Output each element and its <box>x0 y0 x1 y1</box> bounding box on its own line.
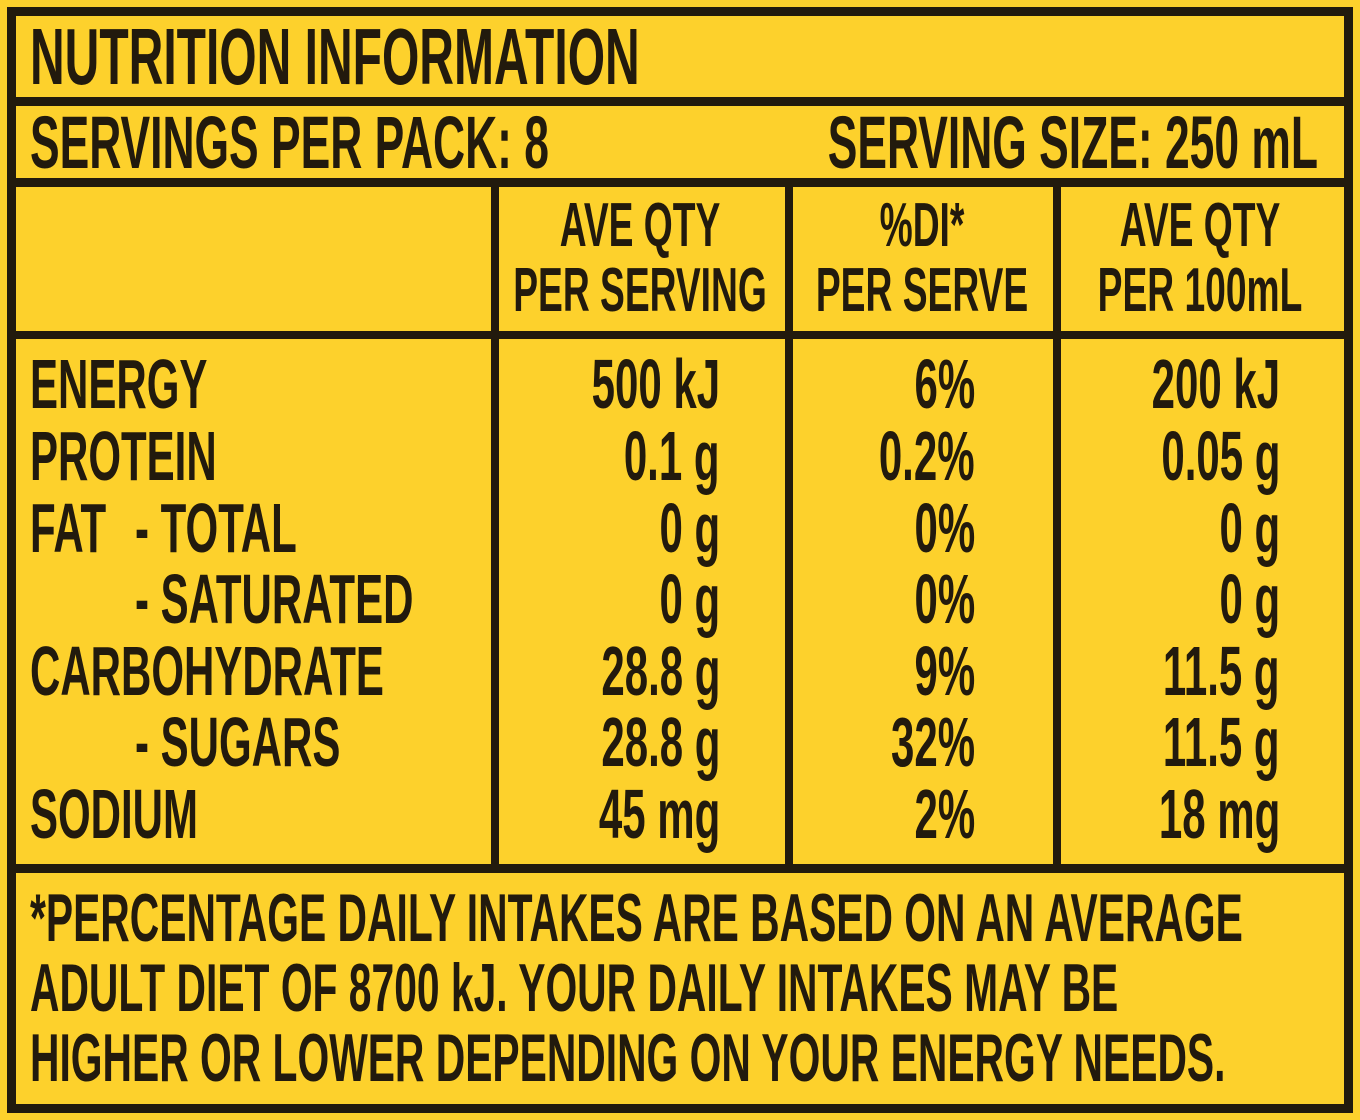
column-divider-2 <box>785 187 793 865</box>
value-per-100ml: 0 g <box>1219 560 1280 638</box>
border-left <box>7 7 16 1113</box>
value-per-100ml: 0.05 g <box>1160 417 1280 495</box>
border-bottom <box>7 1104 1353 1113</box>
nutrient-sublabel: - SATURATED <box>135 560 414 638</box>
value-per-100ml: 18 mg <box>1158 775 1280 853</box>
column-header-1-line2: PER SERVING <box>513 256 767 325</box>
border-top <box>7 7 1353 16</box>
divider-header <box>7 331 1353 339</box>
value-per-serving: 0 g <box>659 489 720 567</box>
column-header-3-line1: AVE QTY <box>1119 191 1281 260</box>
nutrient-sublabel: - TOTAL <box>135 489 297 567</box>
column-header-2-line2: PER SERVE <box>815 256 1029 325</box>
value-per-serving: 500 kJ <box>591 345 720 423</box>
value-per-serving: 45 mg <box>598 775 720 853</box>
serving-size: SERVING SIZE: 250 mL <box>827 101 1318 184</box>
value-di: 9% <box>914 632 975 710</box>
nutrient-sublabel: - SUGARS <box>135 703 341 781</box>
divider-servings <box>7 178 1353 187</box>
servings-per-pack: SERVINGS PER PACK: 8 <box>30 101 549 184</box>
divider-footer <box>7 864 1353 873</box>
value-per-serving: 0 g <box>659 560 720 638</box>
value-di: 32% <box>890 703 975 781</box>
value-di: 6% <box>914 345 975 423</box>
nutrient-label: CARBOHYDRATE <box>30 632 384 710</box>
nutrient-label: SODIUM <box>30 775 198 853</box>
footnote-line: HIGHER OR LOWER DEPENDING ON YOUR ENERGY… <box>30 1020 1226 1096</box>
footnote-line: ADULT DIET OF 8700 kJ. YOUR DAILY INTAKE… <box>30 950 1119 1026</box>
nutrient-label: ENERGY <box>30 345 208 423</box>
nutrient-label: PROTEIN <box>30 417 217 495</box>
value-per-100ml: 11.5 g <box>1163 703 1280 781</box>
value-di: 0% <box>914 560 975 638</box>
nutrient-label: FAT <box>30 489 107 567</box>
border-right <box>1344 7 1353 1113</box>
value-per-serving: 28.8 g <box>600 632 720 710</box>
column-divider-3 <box>1053 187 1061 865</box>
column-header-3-line2: PER 100mL <box>1097 256 1303 325</box>
page-title: NUTRITION INFORMATION <box>30 12 640 101</box>
column-header-2-line1: %DI* <box>879 191 965 260</box>
value-di: 0.2% <box>879 417 975 495</box>
column-divider-1 <box>491 187 499 865</box>
value-per-100ml: 0 g <box>1219 489 1280 567</box>
value-di: 0% <box>914 489 975 567</box>
value-per-100ml: 200 kJ <box>1151 345 1280 423</box>
column-header-1-line1: AVE QTY <box>559 191 721 260</box>
value-per-serving: 28.8 g <box>600 703 720 781</box>
value-per-serving: 0.1 g <box>624 417 720 495</box>
value-per-100ml: 11.5 g <box>1163 632 1280 710</box>
divider-title <box>7 97 1353 106</box>
value-di: 2% <box>914 775 975 853</box>
footnote-line: *PERCENTAGE DAILY INTAKES ARE BASED ON A… <box>30 880 1243 956</box>
